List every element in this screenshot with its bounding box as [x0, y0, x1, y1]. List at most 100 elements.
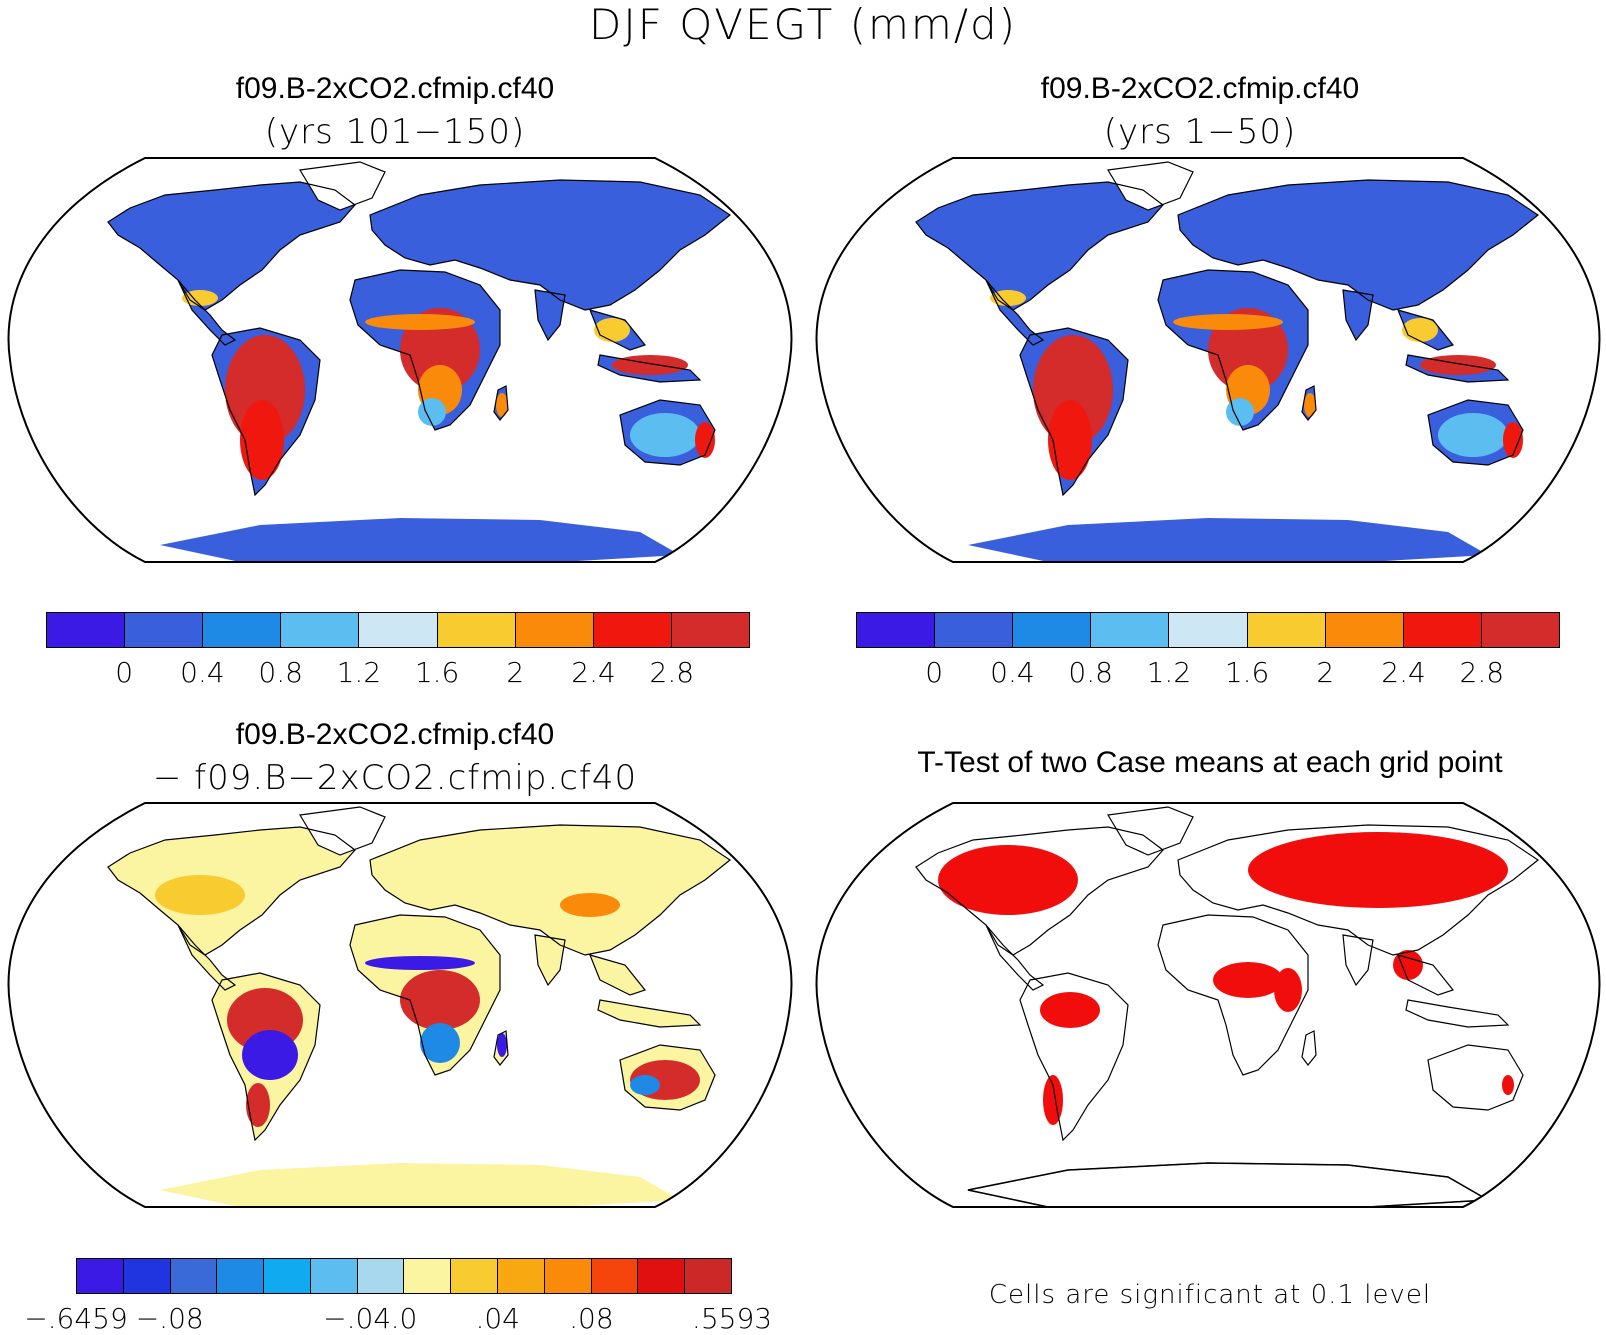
land-india: [1343, 290, 1373, 340]
colorbar-top-left: [46, 612, 750, 648]
colorbar-swatch: [498, 1259, 545, 1293]
coastline-antarctica: [967, 1162, 1491, 1207]
colorbar-swatch: [203, 613, 282, 647]
colorbar-swatch: [47, 613, 126, 647]
coastline-southAmerica: [1019, 972, 1129, 1142]
colorbar-label: 0: [925, 656, 944, 689]
coastline-eurasia: [1177, 824, 1540, 956]
colorbar-swatch: [264, 1259, 311, 1293]
panel-title-top-left: f09.B-2xCO2.cfmip.cf40: [235, 72, 555, 105]
colorbar-label: 2: [506, 656, 525, 689]
coastline-madagascar: [493, 385, 509, 421]
coastline-seAsia: [588, 954, 647, 996]
colorbar-swatch: [1169, 613, 1248, 647]
coastline-madagascar: [1301, 1030, 1317, 1066]
coastline-indonesia: [597, 999, 702, 1028]
colorbar-label: .08: [569, 1302, 614, 1335]
colorbar-label: 0.8: [258, 656, 303, 689]
coastline-northAmerica: [915, 826, 1164, 956]
coastline-madagascar: [493, 1030, 509, 1066]
colorbar-swatch: [125, 613, 204, 647]
seasia-yellow: [1402, 318, 1438, 342]
australia-lightblue: [630, 413, 700, 457]
colorbar-swatch: [217, 1259, 265, 1293]
indonesia-high: [1420, 355, 1496, 375]
coastline-southAmerica: [211, 327, 321, 497]
colorbar-swatch: [77, 1259, 124, 1293]
coastline-seAsia: [588, 309, 647, 351]
coastline-madagascar: [1301, 385, 1317, 421]
panel-subtitle-bottom-left: − f09.B−2xCO2.cfmip.cf40: [152, 758, 638, 798]
sig-africa: [1213, 962, 1283, 998]
colorbar-swatch: [935, 613, 1014, 647]
australia-lightblue: [1438, 413, 1508, 457]
map-content: [107, 161, 732, 562]
globe-outline: [815, 157, 1601, 563]
diff-pos-china: [560, 893, 620, 917]
colorbar-swatch: [437, 613, 516, 647]
colorbar-label: 0.4: [990, 656, 1035, 689]
land-india: [535, 290, 565, 340]
coastline-centralAmerica: [177, 279, 237, 346]
coastline-seAsia: [1396, 954, 1455, 996]
globe-outline: [7, 802, 793, 1208]
significance-note: Cells are significant at 0.1 level: [988, 1280, 1432, 1310]
coastline-eurasia: [369, 179, 732, 311]
coastline-africa: [349, 914, 501, 1076]
colorbar-label: .5593: [691, 1302, 773, 1335]
coastline-india: [534, 289, 566, 342]
coastline-africa: [349, 269, 501, 431]
colorbar-swatch: [591, 1259, 639, 1293]
land-india: [1343, 935, 1373, 985]
colorbar-label: .0: [390, 1302, 418, 1335]
colorbar-label: 1.6: [414, 656, 460, 689]
coastline-india: [1342, 289, 1374, 342]
map-content: [915, 161, 1540, 562]
panel-title-bottom-left: f09.B-2xCO2.cfmip.cf40: [235, 718, 555, 751]
colorbar-label: .04: [475, 1302, 520, 1335]
colorbar-swatch: [1247, 613, 1326, 647]
colorbar-swatch: [1013, 613, 1092, 647]
colorbar-label: 1.2: [336, 656, 382, 689]
coastline-greenland: [1107, 161, 1194, 211]
colorbar-label: −.08: [135, 1302, 204, 1335]
land-greenland: [1108, 807, 1193, 855]
globe-outline: [815, 802, 1601, 1208]
map-top-right: [815, 157, 1601, 563]
diff-pos-patagonia: [246, 1083, 270, 1127]
panel-title-top-right: f09.B-2xCO2.cfmip.cf40: [1040, 72, 1360, 105]
colorbar-swatch: [671, 613, 749, 647]
land-greenland: [1108, 162, 1193, 210]
sahel-band: [365, 314, 475, 330]
us-south-yellow: [182, 290, 218, 306]
coastline-indonesia: [1405, 999, 1510, 1028]
land-india: [535, 935, 565, 985]
coastline-seAsia: [1396, 309, 1455, 351]
coastline-australia: [619, 1044, 716, 1111]
diff-neg-sahel: [365, 956, 475, 970]
coastline-australia: [1427, 1044, 1524, 1111]
globe-outline: [7, 157, 793, 563]
coastline-india: [1342, 934, 1374, 987]
colorbar-label: 2.4: [1381, 656, 1426, 689]
coastline-southAmerica: [211, 972, 321, 1142]
diff-neg-south-america: [242, 1030, 298, 1080]
map-bottom-right: [815, 802, 1601, 1208]
diff-pos-north-america: [155, 875, 245, 915]
coastline-africa: [1157, 914, 1309, 1076]
sig-eurasia: [1248, 832, 1508, 908]
coastline-centralAmerica: [985, 924, 1045, 991]
land-seAsia: [590, 955, 645, 995]
coastline-india: [534, 934, 566, 987]
land-antarctica: [968, 518, 1488, 562]
seasia-yellow: [594, 318, 630, 342]
us-south-yellow: [990, 290, 1026, 306]
land-eurasia: [370, 180, 730, 310]
land-eurasia: [370, 825, 730, 955]
diff-pos-africa: [400, 970, 480, 1030]
panel-subtitle-top-right: (yrs 1−50): [1103, 112, 1297, 152]
lightblue-africa-south: [1226, 398, 1254, 426]
lightblue-africa-south: [418, 398, 446, 426]
coastline-southAmerica: [1019, 327, 1129, 497]
colorbar-swatch: [357, 1259, 405, 1293]
